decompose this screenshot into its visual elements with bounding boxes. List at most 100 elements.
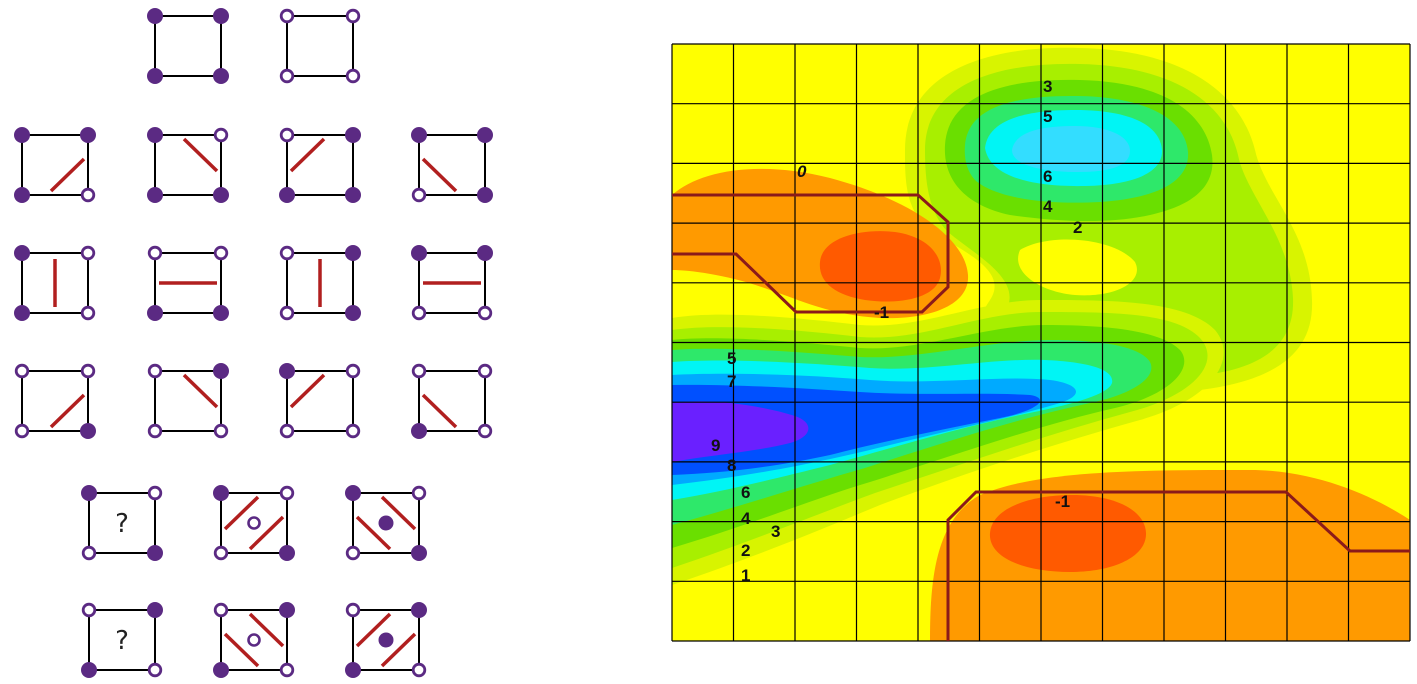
contour-map: 3 5 6 4 2 0 -1 5 7 9 8 6 4 3 2 1 -1 (671, 43, 1411, 642)
hollow-vertex (80, 245, 96, 261)
hollow-vertex (477, 423, 493, 439)
filled-vertex (411, 602, 427, 618)
hollow-vertex (81, 545, 97, 561)
case-top-hollow (147, 245, 229, 321)
case-square (220, 609, 288, 671)
hollow-vertex (345, 602, 361, 618)
case-saddle-a-filled-center (345, 485, 427, 561)
filled-vertex (411, 423, 427, 439)
cut-line (289, 373, 326, 409)
case-square (418, 252, 486, 314)
center-filled-dot (378, 515, 394, 531)
hollow-vertex (345, 545, 361, 561)
contour-label: 8 (727, 456, 736, 475)
hollow-vertex (279, 127, 295, 143)
hollow-vertex (14, 363, 30, 379)
case-tl-filled (279, 363, 361, 439)
filled-vertex (14, 305, 30, 321)
unknown-case-question-mark: ? (115, 626, 129, 656)
filled-vertex (411, 245, 427, 261)
center-hollow-dot (247, 516, 261, 530)
filled-vertex (477, 127, 493, 143)
hollow-vertex (345, 423, 361, 439)
filled-vertex (147, 305, 163, 321)
case-all-hollow (279, 8, 361, 84)
contour-label: 3 (771, 522, 780, 541)
cut-line (223, 632, 260, 668)
filled-vertex (14, 187, 30, 203)
fill-upper-lightblue (1012, 126, 1130, 172)
cut-line (248, 515, 285, 551)
hollow-vertex (147, 245, 163, 261)
case-square (154, 370, 222, 432)
fill-red-upper (819, 231, 941, 302)
case-right-filled (279, 245, 361, 321)
hollow-vertex (147, 485, 163, 501)
hollow-vertex (80, 305, 96, 321)
contour-path-upper (672, 193, 950, 314)
filled-vertex (279, 187, 295, 203)
contour-label: 9 (711, 436, 720, 455)
filled-vertex (147, 187, 163, 203)
filled-vertex (213, 68, 229, 84)
hollow-vertex (279, 423, 295, 439)
case-square (21, 252, 89, 314)
filled-vertex (147, 68, 163, 84)
case-square (154, 15, 222, 77)
hollow-vertex (411, 187, 427, 203)
filled-vertex (14, 127, 30, 143)
case-square (88, 492, 156, 554)
cut-line (248, 612, 285, 648)
cut-line (49, 393, 86, 429)
hollow-vertex (345, 68, 361, 84)
filled-vertex (14, 245, 30, 261)
cut-line (182, 373, 219, 409)
hollow-vertex (147, 423, 163, 439)
hollow-vertex (345, 363, 361, 379)
filled-vertex (345, 662, 361, 678)
filled-vertex (80, 127, 96, 143)
case-saddle-a-question: ? (81, 485, 163, 561)
hollow-vertex (411, 305, 427, 321)
case-tr-filled (147, 363, 229, 439)
contour-label: 5 (727, 349, 736, 368)
hollow-vertex (14, 423, 30, 439)
hollow-vertex (80, 187, 96, 203)
contour-label: 1 (741, 566, 750, 585)
hollow-vertex (213, 245, 229, 261)
contour-label: 6 (741, 483, 750, 502)
cut-line (49, 157, 86, 193)
case-bl-filled (411, 363, 493, 439)
case-br-hollow (14, 127, 96, 203)
case-square (352, 492, 420, 554)
hollow-vertex (213, 545, 229, 561)
cut-line (355, 612, 392, 648)
center-hollow-dot (247, 633, 261, 647)
filled-vertex (147, 602, 163, 618)
cut-line (380, 632, 417, 668)
cut-line (421, 393, 458, 429)
case-top-filled (411, 245, 493, 321)
cut-line (223, 495, 260, 531)
cut-line (289, 137, 326, 173)
contour-label: 3 (1043, 77, 1052, 96)
filled-vertex (80, 423, 96, 439)
case-square (21, 370, 89, 432)
contour-label: 4 (741, 509, 751, 528)
filled-vertex (411, 545, 427, 561)
hollow-vertex (411, 662, 427, 678)
case-square (286, 134, 354, 196)
cut-line (380, 495, 417, 531)
filled-vertex (213, 8, 229, 24)
contour-label: 2 (741, 541, 750, 560)
case-square (352, 609, 420, 671)
filled-vertex (213, 485, 229, 501)
hollow-vertex (81, 602, 97, 618)
case-table: ?? (14, 8, 493, 678)
case-left-filled (14, 245, 96, 321)
fill-red-lower (989, 495, 1147, 572)
hollow-vertex (279, 8, 295, 24)
contour-label: -1 (874, 303, 889, 322)
case-saddle-b-hollow-center (213, 602, 295, 678)
